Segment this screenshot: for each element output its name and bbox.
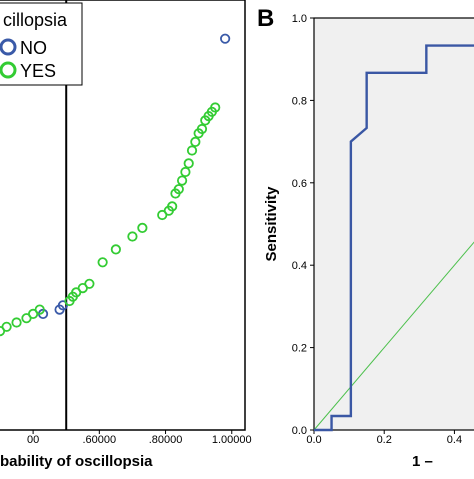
scatter-point-yes-23 xyxy=(186,145,198,156)
scatter-point-yes-20 xyxy=(176,175,188,186)
panel-a-x-tick-label-0: 00 xyxy=(27,434,39,446)
scatter-point-yes-26 xyxy=(196,123,208,135)
panel-b-y-tick-label-5: 1.0 xyxy=(292,13,307,25)
panel-b-y-tick-label-3: 0.6 xyxy=(292,178,307,190)
panel-b-series xyxy=(313,44,474,432)
panel-b-y-tick-label-0: 0.0 xyxy=(292,425,307,437)
scatter-point-yes-24 xyxy=(190,136,201,147)
panel-a-x-ticks: 00 .60000 .80000 1.00000 xyxy=(27,430,252,446)
legend-title: cillopsia xyxy=(3,10,68,30)
panel-a-legend: cillopsia NO YES xyxy=(0,2,83,86)
legend-marker-yes xyxy=(0,61,17,79)
panel-b-plot-area xyxy=(313,17,474,431)
scatter-point-yes-2 xyxy=(11,317,22,328)
scatter-point-yes-17 xyxy=(167,201,178,212)
scatter-point-yes-1 xyxy=(1,321,12,332)
panel-b-y-axis-label: Sensitivity xyxy=(263,186,280,262)
panel-b-x-tick-label-2: 0.4 xyxy=(447,434,462,446)
panel-a-x-tick-label-2: .80000 xyxy=(149,434,183,446)
panel-a-x-tick-label-1: .60000 xyxy=(82,434,116,446)
scatter-point-yes-12 xyxy=(110,244,121,255)
scatter-point-yes-14 xyxy=(137,222,148,233)
panel-b-y-tick-label-4: 0.8 xyxy=(292,95,307,107)
panel-b-y-ticks: 0.0 0.2 0.4 0.6 0.8 1.0 xyxy=(292,13,314,437)
panel-a: cillopsia NO YES 00 .60000 .80000 1.00000 b… xyxy=(0,0,252,470)
scatter-point-yes-5 xyxy=(34,304,45,315)
panel-b-x-ticks: 0.0 0.2 0.4 xyxy=(306,430,462,446)
legend-label-no: NO xyxy=(20,38,47,58)
panel-b-y-tick-label-2: 0.4 xyxy=(292,260,307,272)
scatter-point-yes-30 xyxy=(210,102,221,113)
scatter-point-no-0 xyxy=(220,33,231,44)
reference-diagonal-line xyxy=(313,241,474,431)
panel-b-x-axis-label: 1 – xyxy=(412,453,433,470)
legend-label-yes: YES xyxy=(20,61,56,81)
panel-b-x-tick-label-0: 0.0 xyxy=(306,434,321,446)
panel-b: B 0.0 0.2 0.4 0.6 0.8 1.0 0.0 0.2 0.4 Sensitivi… xyxy=(257,5,474,470)
panel-a-points xyxy=(0,33,231,337)
roc-curve-line xyxy=(314,44,474,432)
panel-a-x-tick-label-3: 1.00000 xyxy=(212,434,252,446)
scatter-point-yes-10 xyxy=(84,278,95,289)
panel-a-x-axis-label: bability of oscillopsia xyxy=(0,453,153,470)
panel-b-y-tick-label-1: 0.2 xyxy=(292,343,307,355)
scatter-point-yes-13 xyxy=(127,231,138,242)
scatter-point-yes-22 xyxy=(183,158,194,169)
scatter-point-yes-21 xyxy=(180,166,191,178)
panel-b-x-tick-label-1: 0.2 xyxy=(377,434,392,446)
legend-marker-no xyxy=(0,38,17,56)
scatter-point-yes-19 xyxy=(173,184,184,195)
scatter-point-yes-11 xyxy=(97,257,108,268)
panel-b-label: B xyxy=(257,5,274,32)
